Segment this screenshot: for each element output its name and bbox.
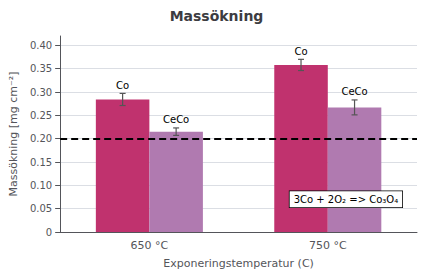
svg-text:CeCo: CeCo <box>341 86 367 97</box>
svg-text:650 °C: 650 °C <box>131 239 169 252</box>
svg-text:Co: Co <box>294 46 307 57</box>
svg-text:0.30: 0.30 <box>30 87 52 98</box>
svg-text:0.10: 0.10 <box>30 180 52 191</box>
svg-text:Co: Co <box>116 80 129 91</box>
svg-text:0: 0 <box>46 227 52 238</box>
svg-text:3Co + 2O₂ => Co₃O₄: 3Co + 2O₂ => Co₃O₄ <box>294 194 399 205</box>
svg-text:CeCo: CeCo <box>163 114 189 125</box>
svg-text:0.35: 0.35 <box>30 63 52 74</box>
svg-text:Exponeringstemperatur (C): Exponeringstemperatur (C) <box>163 257 314 270</box>
svg-text:750 °C: 750 °C <box>309 239 347 252</box>
svg-text:Massökning: Massökning <box>170 8 264 24</box>
svg-text:0.25: 0.25 <box>30 110 52 121</box>
svg-text:0.05: 0.05 <box>30 203 52 214</box>
svg-text:0.40: 0.40 <box>30 40 52 51</box>
svg-text:0.15: 0.15 <box>30 157 52 168</box>
svg-text:0.20: 0.20 <box>30 133 52 144</box>
svg-text:Massökning [mg cm⁻²]: Massökning [mg cm⁻²] <box>7 71 20 196</box>
